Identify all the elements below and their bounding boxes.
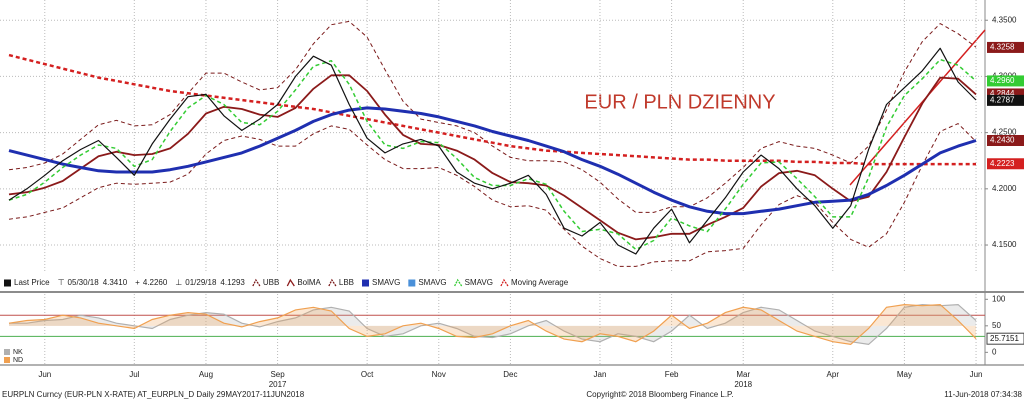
stat-date: 05/30/18 (68, 278, 100, 287)
series-line (9, 303, 977, 346)
x-tick-label: May (897, 370, 912, 379)
x-tick-label: Jul (129, 370, 139, 379)
legend-label: SMAVG (372, 278, 400, 287)
series-area (9, 304, 976, 345)
value-tag-label: 4.2960 (990, 76, 1015, 85)
legend-swatch (252, 278, 261, 287)
value-tag-label: 4.2223 (990, 159, 1015, 168)
legend-label: Last Price (14, 278, 50, 287)
stat-value: 4.3410 (103, 278, 128, 287)
value-tag-label: 4.2787 (990, 95, 1015, 104)
y2-tick-label: 100 (992, 294, 1006, 303)
legend-swatch (454, 278, 463, 287)
series-line (8, 58, 977, 251)
x-tick-label: Feb (665, 370, 679, 379)
stat-value: 4.1293 (220, 278, 245, 287)
legend-swatch (4, 349, 10, 355)
value-tag-label: 4.2430 (990, 136, 1015, 145)
value-tag (987, 41, 1024, 53)
stat-symbol: ⊤ (58, 278, 65, 287)
x-tick-label: Sep (270, 370, 285, 379)
legend-swatch (4, 357, 10, 363)
legend-swatch (4, 279, 11, 287)
y2-tick-label: 0 (992, 347, 997, 356)
x-tick-label: Mar (736, 370, 750, 379)
legend-label: ND (13, 357, 23, 364)
legend-label: SMAVG (465, 278, 493, 287)
stat-symbol: ⊥ (175, 278, 182, 287)
series-line (8, 47, 977, 255)
y2-tick-label: 50 (992, 321, 1001, 330)
x-tick-label: Jun (38, 370, 51, 379)
series-line (8, 106, 977, 216)
legend-label: LBB (339, 278, 354, 287)
x-tick-label: Aug (199, 370, 213, 379)
value-tag (986, 332, 1024, 345)
x-tick-label: Dec (503, 370, 517, 379)
legend-label: SMAVG (418, 278, 446, 287)
value-tag (987, 94, 1024, 106)
year-label: 2018 (734, 380, 752, 389)
stat-value: 4.2260 (143, 278, 168, 287)
y-tick-label: 4.2500 (992, 128, 1017, 137)
value-tag (987, 88, 1024, 100)
legend-swatch (500, 278, 509, 287)
value-tag (987, 134, 1024, 146)
x-tick-label: Oct (361, 370, 374, 379)
footer-left: EURPLN Curncy (EUR-PLN X-RATE) AT_EURPLN… (2, 390, 305, 399)
legend-label: Moving Average (511, 278, 569, 287)
x-tick-label: Apr (827, 370, 840, 379)
value-tag-label: 4.2844 (990, 89, 1015, 98)
value-tag-label: 25.7151 (990, 334, 1019, 343)
value-tag-label: 4.3258 (990, 43, 1015, 52)
legend-label: BolMA (297, 278, 321, 287)
legend-label: NK (13, 349, 23, 356)
x-tick-label: Jun (970, 370, 983, 379)
legend-label: UBB (263, 278, 279, 287)
legend-swatch (328, 278, 337, 287)
y-tick-label: 4.2000 (992, 184, 1017, 193)
series-line (8, 53, 976, 166)
y-tick-label: 4.1500 (992, 240, 1017, 249)
year-label: 2017 (269, 380, 287, 389)
x-tick-label: Jan (594, 370, 607, 379)
series-line (8, 123, 977, 267)
stat-date: 01/29/18 (185, 278, 217, 287)
legend-swatch (362, 279, 370, 287)
series-line (8, 20, 977, 213)
series-area (9, 304, 976, 345)
trend-line (849, 29, 986, 186)
legend-swatch (408, 279, 416, 287)
footer-right: 11-Jun-2018 07:34:38 (944, 390, 1022, 399)
value-tag (987, 158, 1024, 170)
series-line (8, 303, 977, 346)
value-tag (987, 75, 1024, 87)
legend-swatch (286, 278, 295, 287)
y-tick-label: 4.3500 (992, 15, 1017, 24)
footer-center: Copyright© 2018 Bloomberg Finance L.P. (586, 390, 733, 399)
stat-symbol: + (135, 278, 140, 287)
series-line (8, 74, 977, 241)
x-tick-label: Nov (432, 370, 446, 379)
chart-title: EUR / PLN DZIENNY (584, 91, 775, 113)
